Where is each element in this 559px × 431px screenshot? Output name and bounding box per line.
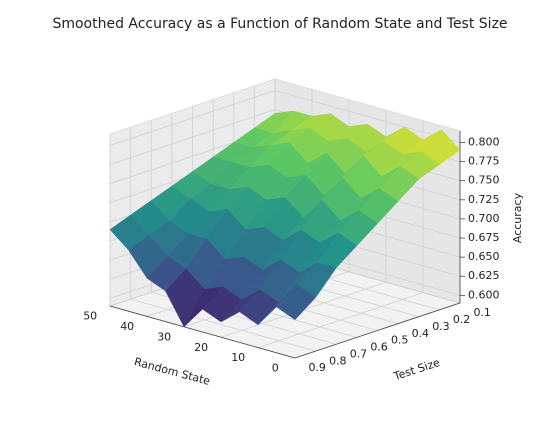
axis-line (109, 305, 296, 359)
z-tick-label: 0.800 (468, 135, 500, 148)
x-tick-label: 50 (83, 310, 97, 323)
x-axis-label: Random State (133, 355, 212, 388)
z-tick-label: 0.650 (468, 250, 500, 263)
z-tick-label: 0.675 (468, 231, 500, 244)
x-tick-label: 30 (157, 330, 171, 343)
y-tick-label: 0.4 (412, 327, 430, 340)
chart-title: Smoothed Accuracy as a Function of Rando… (52, 16, 507, 32)
z-tick-label: 0.625 (468, 269, 500, 282)
x-tick-label: 10 (231, 351, 245, 364)
z-tick-label: 0.750 (468, 174, 500, 187)
y-tick-label: 0.7 (350, 347, 368, 360)
y-tick-label: 0.8 (329, 354, 347, 367)
y-tick-label: 0.3 (432, 320, 450, 333)
x-tick-label: 0 (272, 362, 279, 375)
y-tick-label: 0.6 (370, 341, 388, 354)
y-axis-label: Test Size (391, 356, 442, 383)
grid-line (109, 109, 276, 165)
grid-line (109, 90, 276, 146)
z-tick-label: 0.600 (468, 288, 500, 301)
z-tick-label: 0.775 (468, 155, 500, 168)
grid-line (130, 298, 316, 352)
x-tick-label: 40 (120, 320, 134, 333)
z-axis-label: Accuracy (511, 192, 524, 243)
z-tick-label: 0.725 (468, 193, 500, 206)
surface-facet (276, 284, 316, 321)
grid-line (274, 90, 461, 143)
axis-line (294, 302, 461, 359)
z-tick-label: 0.700 (468, 212, 500, 225)
y-tick-label: 0.2 (453, 313, 471, 326)
y-tick-label: 0.9 (308, 361, 326, 374)
x-tick-label: 20 (194, 341, 208, 354)
y-tick-label: 0.1 (473, 306, 491, 319)
y-tick-label: 0.5 (391, 334, 409, 347)
